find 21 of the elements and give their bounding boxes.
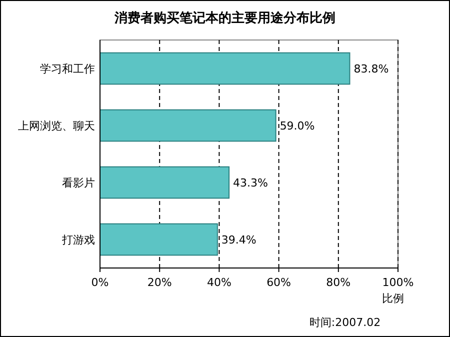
bar [100,223,218,256]
x-tick-label: 0% [91,276,109,289]
x-tick-label: 100% [382,276,414,289]
y-tick-label: 看影片 [62,176,95,190]
data-label: 83.8% [354,62,389,76]
data-label: 39.4% [221,234,256,246]
y-tick-label: 打游戏 [61,234,95,246]
data-label: 43.3% [233,176,268,190]
bar [100,166,230,199]
y-tick-label: 学习和工作 [40,62,95,76]
chart-title: 消费者购买笔记本的主要用途分布比例 [114,10,336,26]
x-tick-label: 60% [266,276,292,289]
x-axis-title: 比例 [382,292,404,305]
x-tick-label: 40% [206,276,232,289]
x-tick-label: 80% [326,276,351,289]
x-tick-label: 20% [147,276,172,289]
y-tick-label: 上网浏览、聊天 [18,120,95,132]
text: 时间:2007.02 [309,316,381,329]
bar [100,52,350,85]
bar [100,109,276,142]
data-label: 59.0% [280,120,315,132]
